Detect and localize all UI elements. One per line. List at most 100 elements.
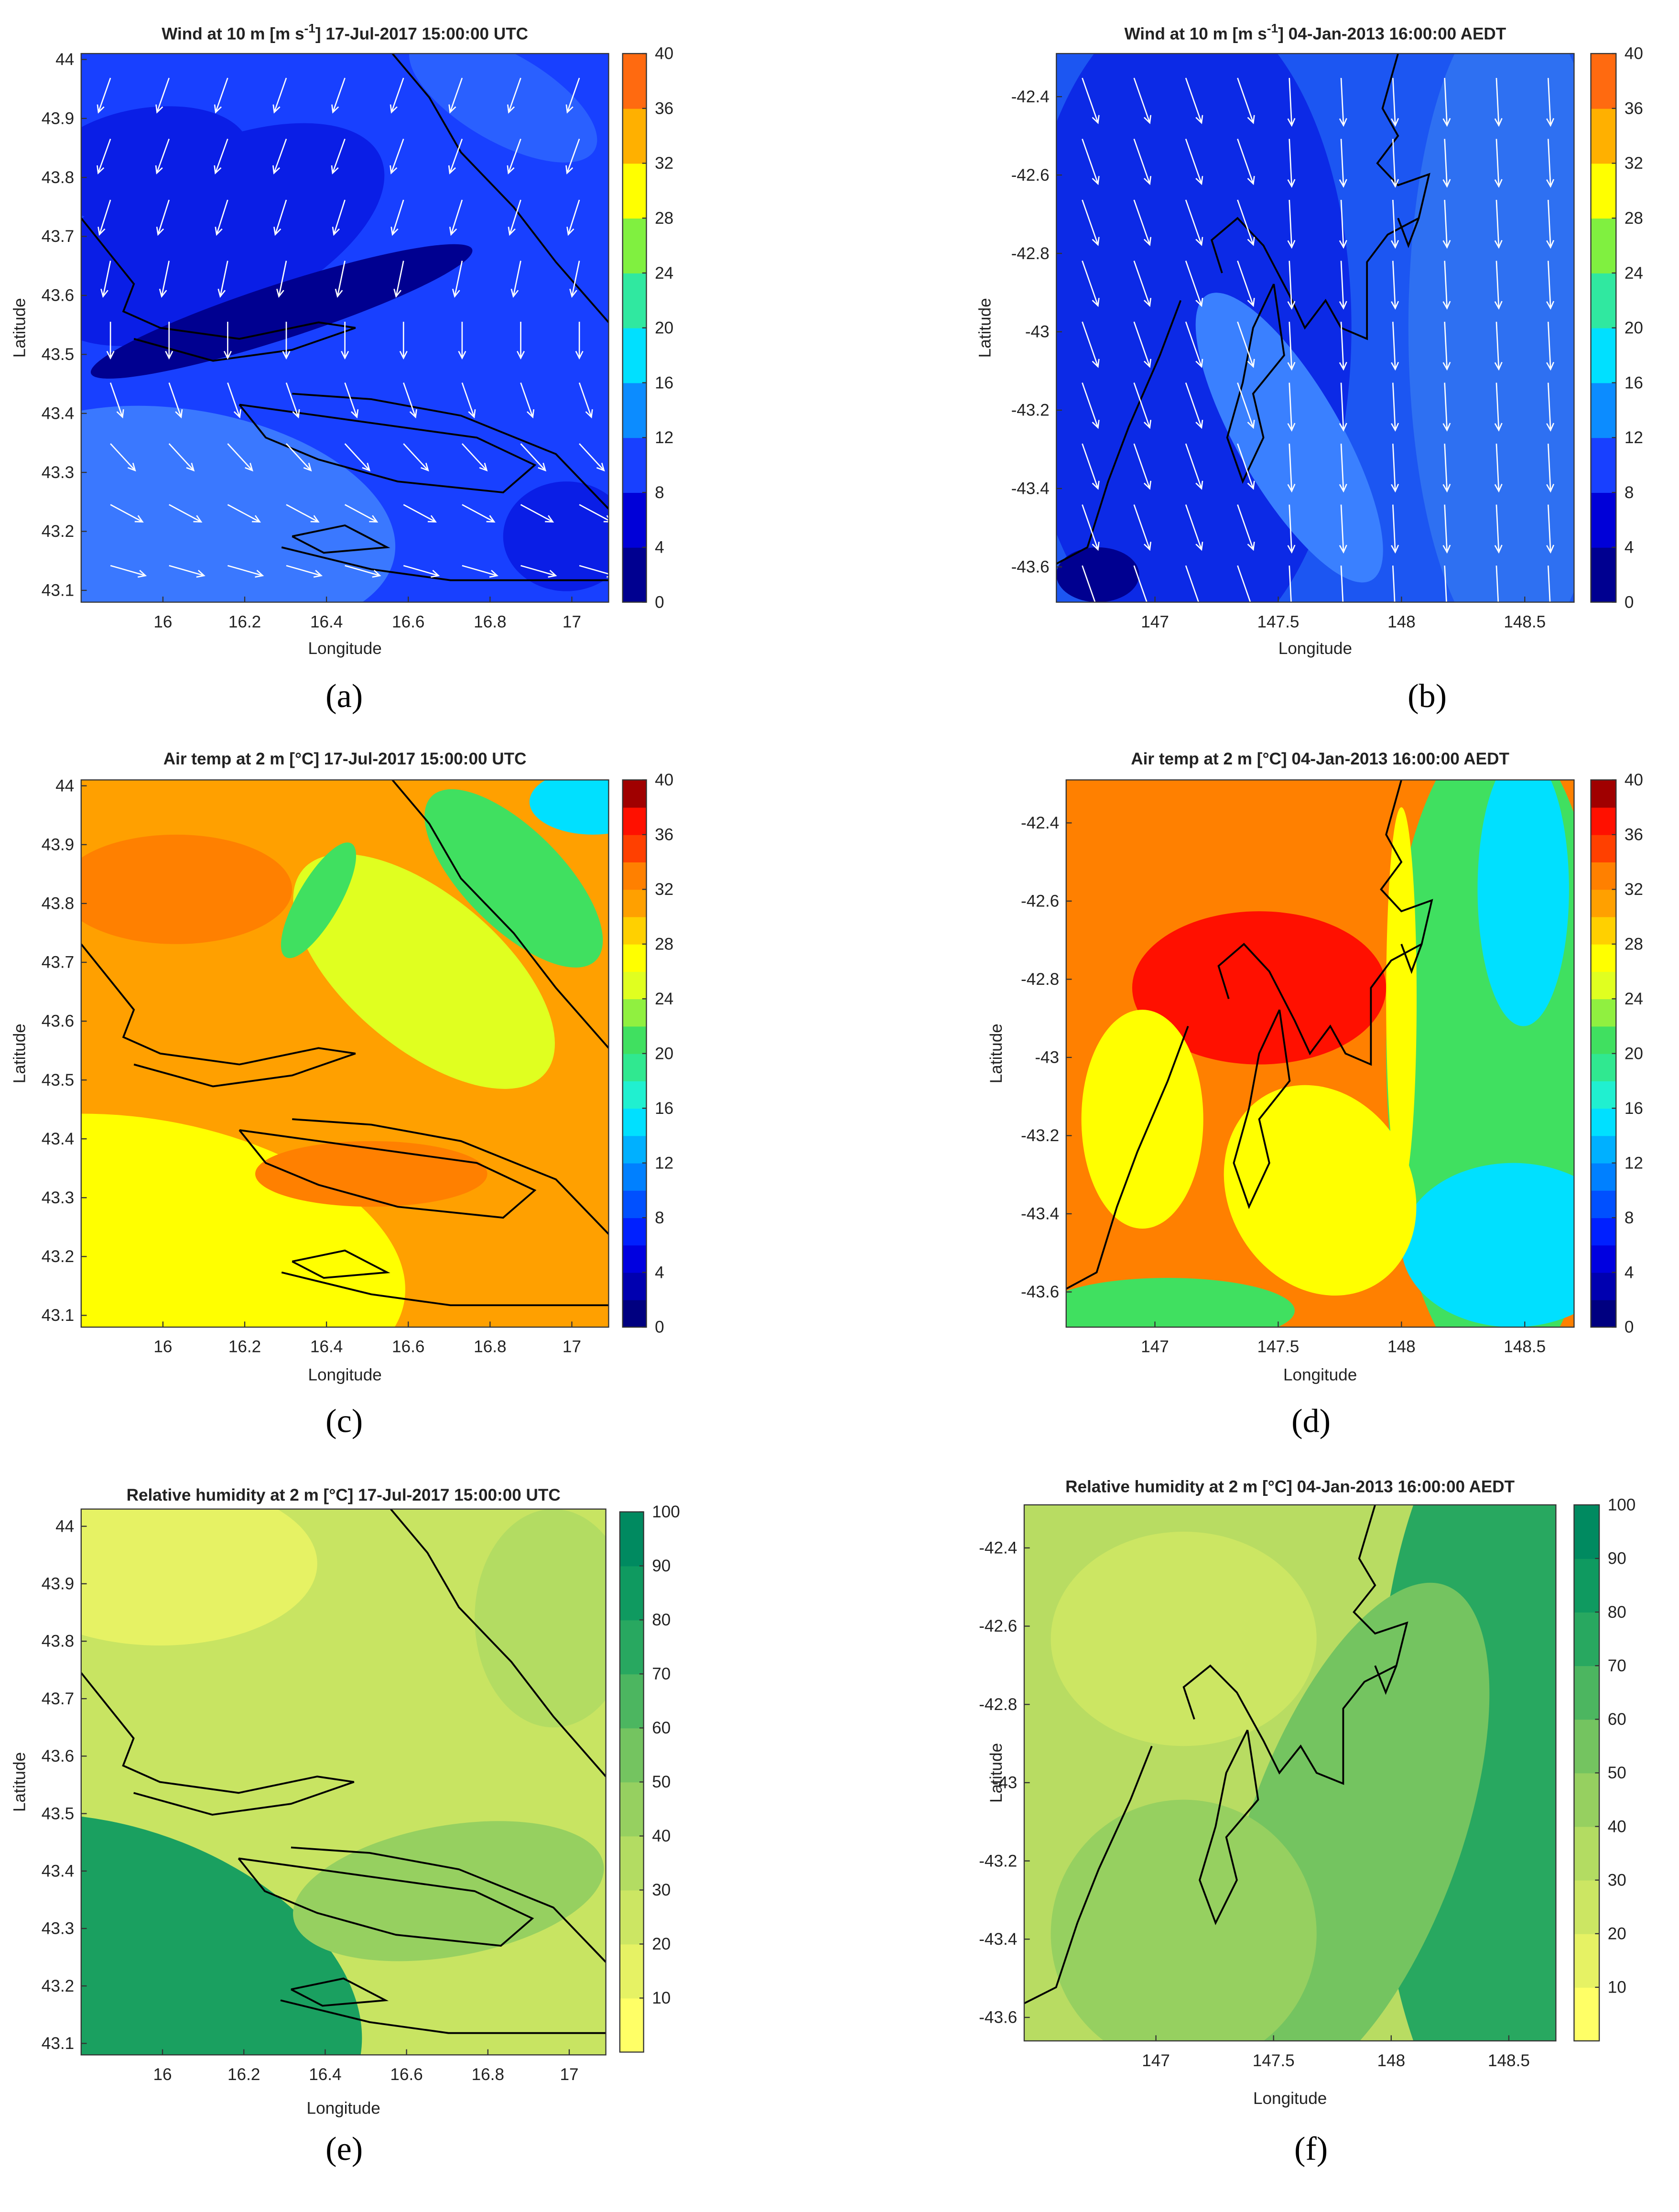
wind-arrow xyxy=(336,261,346,297)
colorbar-tick-label: 20 xyxy=(655,1044,673,1063)
panel-title: Air temp at 2 m [°C] 17-Jul-2017 15:00:0… xyxy=(163,750,527,768)
colorbar-segment xyxy=(1591,327,1616,383)
y-tick-label: -43 xyxy=(1035,1048,1059,1067)
panel: 147 147.5 148 148.5 -43.6 -43.4 -43.2 -43 -42.8 -… xyxy=(979,1477,1636,2168)
panel-label: (f) xyxy=(1294,2130,1328,2168)
wind-arrow xyxy=(403,565,439,577)
wind-arrow xyxy=(395,261,404,297)
colorbar-segment xyxy=(1591,1272,1616,1300)
colorbar-tick-label: 80 xyxy=(1608,1603,1626,1622)
map-field xyxy=(1024,1504,1556,2041)
colorbar-tick-label: 28 xyxy=(1625,209,1643,228)
wind-arrow-head xyxy=(1287,179,1296,188)
wind-arrow xyxy=(1082,77,1099,123)
colorbar-segment xyxy=(622,437,647,493)
wind-arrow-head xyxy=(409,409,417,419)
wind-arrow xyxy=(566,77,580,113)
x-axis-label: Longitude xyxy=(308,639,381,658)
wind-arrow-head xyxy=(273,227,282,236)
wind-arrow xyxy=(1547,382,1551,431)
wind-arrow-head xyxy=(175,409,183,419)
wind-arrow xyxy=(278,261,287,297)
wind-arrow xyxy=(168,443,195,471)
colorbar-tick-label: 50 xyxy=(1608,1764,1626,1782)
colorbar-tick-label: 8 xyxy=(1625,483,1634,502)
wind-arrow xyxy=(1289,321,1292,370)
wind-arrow-head xyxy=(1546,118,1555,127)
wind-arrow xyxy=(1340,77,1344,126)
wind-arrow-head xyxy=(1092,115,1100,124)
x-tick-label: 148 xyxy=(1377,2051,1406,2070)
wind-arrow xyxy=(1444,504,1448,553)
wind-arrow xyxy=(286,565,322,577)
wind-arrow xyxy=(1082,139,1099,184)
wind-arrow xyxy=(1289,504,1292,553)
colorbar-tick-label: 70 xyxy=(1608,1656,1626,1675)
colorbar-segment xyxy=(622,916,647,945)
colorbar-segment xyxy=(1591,273,1616,328)
x-axis-label: Longitude xyxy=(1283,1365,1357,1384)
wind-arrow-head xyxy=(1195,480,1203,490)
y-axis-label: Latitude xyxy=(11,298,29,358)
panel-title: Air temp at 2 m [°C] 04-Jan-2013 16:00:0… xyxy=(1131,750,1509,768)
title-text: ] 17-Jul-2017 15:00:00 UTC xyxy=(315,25,528,44)
wind-arrow xyxy=(1392,139,1396,187)
wind-arrow xyxy=(1289,566,1292,602)
wind-arrow xyxy=(110,504,143,523)
wind-arrow xyxy=(1495,382,1500,431)
wind-arrow xyxy=(1495,504,1500,553)
wind-arrow xyxy=(454,261,463,297)
wind-arrow xyxy=(1547,77,1551,126)
wind-arrow xyxy=(512,261,521,297)
coastline xyxy=(292,1118,609,1235)
wind-arrow xyxy=(1185,565,1200,602)
colorbar-tick-label: 0 xyxy=(1625,593,1634,611)
wind-arrow xyxy=(1392,77,1396,126)
axes-box xyxy=(80,779,609,1328)
coastline xyxy=(81,218,356,362)
colorbar-segment xyxy=(622,382,647,438)
wind-arrow xyxy=(219,261,228,297)
wind-arrow xyxy=(286,504,319,523)
wind-arrow xyxy=(1340,139,1344,187)
wind-arrow-head xyxy=(116,409,124,419)
y-tick-label: 43.8 xyxy=(42,894,74,913)
wind-arrow-head xyxy=(1494,361,1503,371)
wind-arrow-head xyxy=(449,227,457,236)
colorbar-tick-label: 32 xyxy=(1625,154,1643,173)
wind-arrow xyxy=(571,261,580,297)
wind-arrow-head xyxy=(1092,542,1100,551)
wind-arrow xyxy=(1340,261,1344,309)
wind-arrow-head xyxy=(1143,542,1151,551)
wind-arrow xyxy=(1237,199,1254,245)
wind-arrow-head xyxy=(1339,483,1347,493)
wind-arrow xyxy=(1237,77,1254,123)
axes-box xyxy=(1065,779,1575,1328)
coastline xyxy=(1397,218,1420,249)
x-tick-label: 16.6 xyxy=(392,612,424,631)
field-region xyxy=(81,1509,317,1645)
field-region xyxy=(81,123,385,346)
coastline xyxy=(1056,300,1182,565)
wind-arrow-head xyxy=(1391,361,1399,371)
wind-arrow-head xyxy=(233,409,241,419)
wind-arrow-head xyxy=(159,288,167,298)
wind-arrow xyxy=(216,199,228,235)
wind-arrow xyxy=(168,382,182,417)
y-tick-label: 43.9 xyxy=(42,835,74,854)
wind-arrow-head xyxy=(507,104,515,114)
colorbar-segment xyxy=(1591,1299,1616,1328)
field-region xyxy=(475,1509,606,1728)
y-tick-label: 43.8 xyxy=(42,168,74,187)
colorbar-tick-label: 32 xyxy=(655,154,673,173)
wind-arrow xyxy=(1133,443,1150,489)
colorbar-tick-label: 0 xyxy=(655,593,664,611)
wind-arrow-head xyxy=(196,569,206,578)
wind-arrow xyxy=(1547,199,1551,248)
wind-arrow-head xyxy=(421,462,429,472)
wind-arrow xyxy=(1237,565,1251,602)
field-region xyxy=(1051,1799,1317,2041)
x-axis-label: Longitude xyxy=(1253,2089,1327,2108)
colorbar-segment xyxy=(1591,1135,1616,1164)
wind-arrow-head xyxy=(1339,301,1347,310)
